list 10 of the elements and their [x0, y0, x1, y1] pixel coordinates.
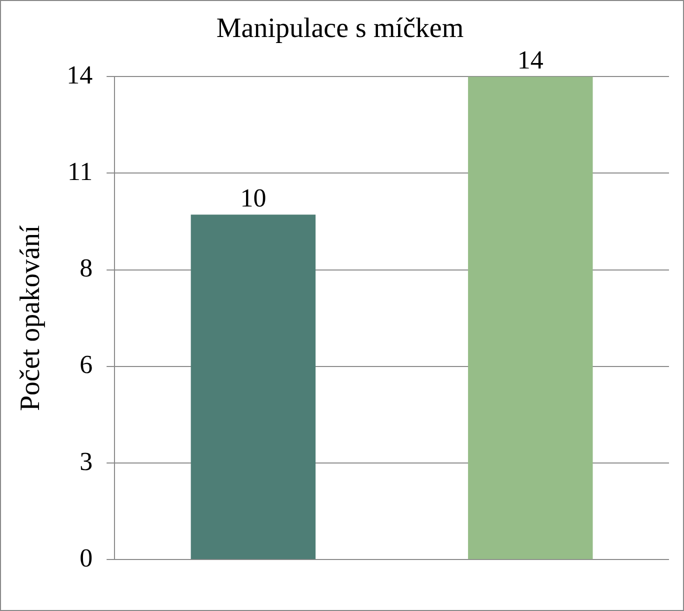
data-label: 14: [517, 45, 544, 74]
y-axis-title: Počet opakování: [15, 224, 46, 412]
y-tick-label: 0: [80, 543, 93, 572]
y-tick-label: 6: [80, 350, 93, 380]
chart-title: Manipulace s míčkem: [216, 13, 464, 44]
y-tick-label: 8: [80, 254, 93, 283]
data-label: 10: [240, 183, 266, 212]
y-tick-label: 3: [80, 446, 93, 476]
y-tick-label: 14: [66, 60, 93, 90]
y-tick-label: 11: [68, 157, 93, 186]
